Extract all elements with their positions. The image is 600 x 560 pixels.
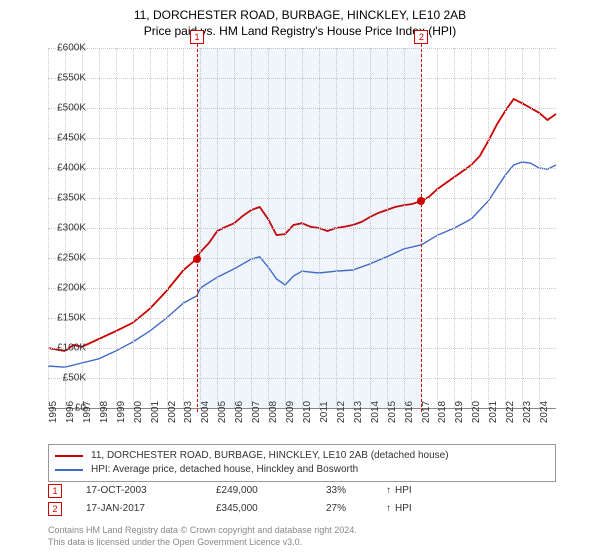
transactions-table: 1 17-OCT-2003 £249,000 33% ↑ HPI 2 17-JA… [48,484,556,520]
x-axis-label: 2019 [454,401,465,423]
grid-line-v [454,48,455,408]
y-axis-label: £100K [46,343,86,354]
transaction-suffix-2: HPI [395,502,412,516]
x-axis-label: 2023 [522,401,533,423]
transaction-marker-box: 2 [414,30,428,44]
transaction-marker-2: 2 [48,502,62,516]
up-arrow-icon: ↑ [386,502,391,516]
x-axis-label: 2022 [505,401,516,423]
grid-line-v [488,48,489,408]
plot-area: 1995199619971998199920002001200220032004… [48,48,556,409]
legend-label-property: 11, DORCHESTER ROAD, BURBAGE, HINCKLEY, … [91,449,449,463]
transaction-marker-1: 1 [48,484,62,498]
transaction-pct-1: 33% [326,484,386,498]
transaction-price-1: £249,000 [216,484,326,498]
title-block: 11, DORCHESTER ROAD, BURBAGE, HINCKLEY, … [0,0,600,38]
transaction-price-2: £345,000 [216,502,326,516]
y-axis-label: £300K [46,223,86,234]
y-axis-label: £150K [46,313,86,324]
legend-item-hpi: HPI: Average price, detached house, Hinc… [55,463,549,477]
legend-swatch-property [55,455,83,457]
x-axis-label: 2003 [183,401,194,423]
x-axis-label: 2021 [488,401,499,423]
transaction-date-1: 17-OCT-2003 [86,484,216,498]
up-arrow-icon: ↑ [386,484,391,498]
footer-line1: Contains HM Land Registry data © Crown c… [48,524,556,536]
legend-item-property: 11, DORCHESTER ROAD, BURBAGE, HINCKLEY, … [55,449,549,463]
transaction-vline [197,44,198,412]
grid-line-v [150,48,151,408]
y-axis-label: £500K [46,103,86,114]
grid-line-v [539,48,540,408]
grid-line-v [437,48,438,408]
grid-line-v [471,48,472,408]
grid-line-v [116,48,117,408]
x-axis-label: 2002 [167,401,178,423]
transaction-dot [417,197,425,205]
footer-line2: This data is licensed under the Open Gov… [48,536,556,548]
transaction-suffix-1: HPI [395,484,412,498]
grid-line-v [133,48,134,408]
grid-line-v [505,48,506,408]
title-address: 11, DORCHESTER ROAD, BURBAGE, HINCKLEY, … [0,8,600,22]
y-axis-label: £400K [46,163,86,174]
legend-swatch-hpi [55,469,83,471]
chart-container: 11, DORCHESTER ROAD, BURBAGE, HINCKLEY, … [0,0,600,560]
grid-line-v [183,48,184,408]
transaction-vline [421,44,422,412]
x-axis-label: 1999 [116,401,127,423]
grid-line-v [167,48,168,408]
title-subtitle: Price paid vs. HM Land Registry's House … [0,24,600,38]
x-axis-label: 2018 [437,401,448,423]
footer-attribution: Contains HM Land Registry data © Crown c… [48,524,556,548]
y-axis-label: £0 [46,403,86,414]
grid-line-v [99,48,100,408]
x-axis-label: 2000 [133,401,144,423]
grid-line-v [522,48,523,408]
x-axis-label: 2001 [150,401,161,423]
y-axis-label: £600K [46,43,86,54]
transaction-row-1: 1 17-OCT-2003 £249,000 33% ↑ HPI [48,484,556,498]
transaction-row-2: 2 17-JAN-2017 £345,000 27% ↑ HPI [48,502,556,516]
legend-label-hpi: HPI: Average price, detached house, Hinc… [91,463,358,477]
x-axis-label: 2024 [539,401,550,423]
y-axis-label: £450K [46,133,86,144]
transaction-dot [193,255,201,263]
transaction-pct-2: 27% [326,502,386,516]
y-axis-label: £50K [46,373,86,384]
y-axis-label: £250K [46,253,86,264]
transaction-marker-box: 1 [190,30,204,44]
ownership-shade [197,48,421,408]
transaction-date-2: 17-JAN-2017 [86,502,216,516]
x-axis-label: 2020 [471,401,482,423]
x-axis-label: 1998 [99,401,110,423]
y-axis-label: £550K [46,73,86,84]
y-axis-label: £200K [46,283,86,294]
y-axis-label: £350K [46,193,86,204]
legend-box: 11, DORCHESTER ROAD, BURBAGE, HINCKLEY, … [48,444,556,482]
